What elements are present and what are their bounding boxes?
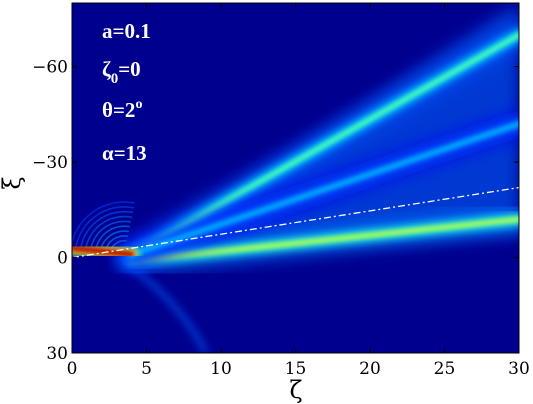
annotation-zeta0: ζ0=0 — [102, 57, 141, 87]
x-tick-label: 25 — [434, 359, 456, 379]
annotation-theta-base: θ=2 — [102, 98, 135, 122]
x-tick-label: 15 — [285, 359, 307, 379]
x-axis-label: ζ — [289, 376, 302, 404]
y-axis-label: ξ — [0, 176, 26, 189]
annotation-zeta0-base: ζ — [102, 57, 111, 81]
annotation-theta-sup: o — [135, 97, 142, 112]
interference-arc — [72, 201, 136, 246]
y-tick-label: −60 — [32, 58, 68, 78]
reference-line — [72, 186, 519, 259]
beam — [129, 121, 519, 257]
x-tick-label: 30 — [508, 359, 530, 379]
y-tick-label: 0 — [57, 249, 68, 269]
beam — [129, 32, 519, 257]
source-spot — [72, 246, 134, 256]
annotation-theta: θ=2o — [102, 97, 142, 122]
annotations: a=0.1 ζ0=0 θ=2o α=13 — [102, 19, 151, 165]
x-tick-labels: 0 5 10 15 20 25 30 — [67, 359, 530, 379]
beam — [129, 216, 519, 264]
annotation-zeta0-rest: =0 — [118, 57, 140, 81]
y-tick-labels: −60 −30 0 30 — [32, 58, 68, 364]
annotation-a: a=0.1 — [102, 19, 151, 43]
x-tick-label: 20 — [359, 359, 381, 379]
x-tick-label: 5 — [141, 359, 152, 379]
y-tick-label: 30 — [46, 344, 68, 364]
heatmap — [72, 3, 519, 353]
axis-ticks — [71, 3, 520, 354]
annotation-alpha: α=13 — [102, 141, 147, 165]
y-tick-label: −30 — [32, 153, 68, 173]
annotation-zeta0-sub: 0 — [111, 71, 119, 87]
x-tick-label: 0 — [67, 359, 78, 379]
x-tick-label: 10 — [210, 359, 232, 379]
